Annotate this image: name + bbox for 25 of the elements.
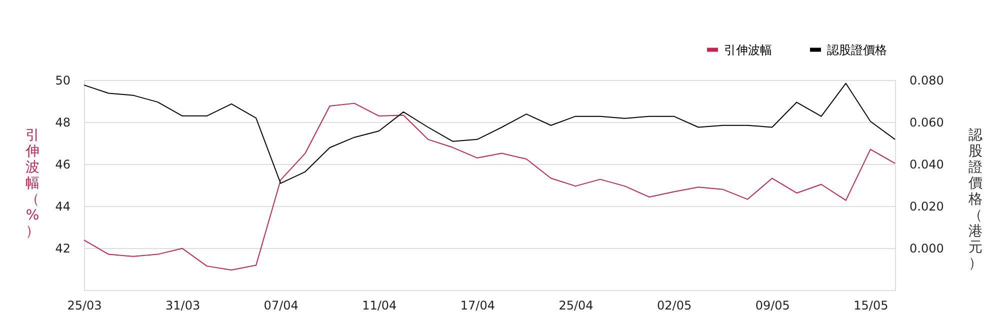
- line-series: [84, 82, 896, 184]
- x-tick-label: 17/04: [460, 298, 496, 312]
- y-tick-label: 50: [55, 74, 70, 88]
- x-tick-label: 31/03: [166, 298, 200, 312]
- legend-label: 認股證價格: [827, 42, 887, 57]
- y2-tick-label: 0.060: [910, 116, 944, 130]
- y-tick-label: 48: [55, 116, 70, 130]
- legend-label: 引伸波幅: [724, 42, 772, 57]
- y-tick-label: 46: [55, 158, 70, 172]
- x-tick-label: 15/05: [854, 298, 888, 312]
- y-axis-title: 引伸波幅（%）: [24, 128, 40, 240]
- x-tick-label: 09/05: [755, 298, 790, 312]
- line-series: [84, 102, 896, 271]
- x-tick-label: 25/03: [67, 298, 102, 312]
- y-tick-label: 44: [55, 200, 70, 214]
- x-tick-label: 07/04: [264, 298, 298, 312]
- y2-tick-label: 0.040: [910, 158, 944, 172]
- y2-tick-label: 0.080: [910, 74, 944, 88]
- y-tick-label: 42: [55, 242, 70, 256]
- x-tick-label: 11/04: [362, 298, 397, 312]
- y2-tick-label: 0.020: [910, 200, 944, 214]
- y2-tick-label: 0.000: [910, 242, 944, 256]
- x-tick-label: 25/04: [558, 298, 594, 312]
- text: 認股證價格（港元）: [968, 128, 982, 272]
- x-tick-label: 02/05: [657, 298, 692, 312]
